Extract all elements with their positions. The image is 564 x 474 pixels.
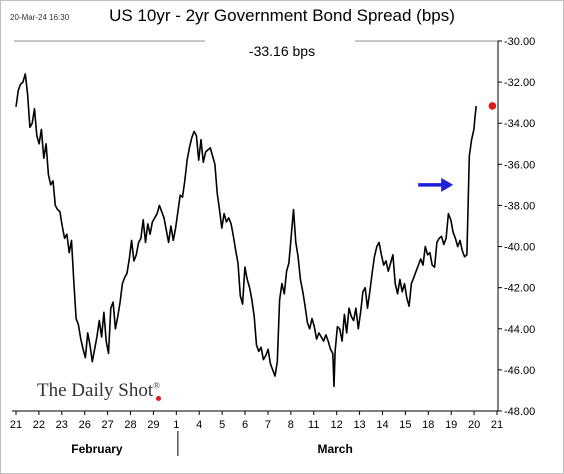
chart-title: US 10yr - 2yr Government Bond Spread (bp… [109,6,455,25]
x-tick-label: 11 [308,419,319,431]
y-tick-label: -34.00 [504,118,535,130]
y-tick-label: -36.00 [504,159,535,171]
x-tick-label: 26 [79,419,91,431]
x-tick-label: 7 [265,419,271,431]
logo-text: The Daily Shot [37,380,154,401]
x-tick-label: 8 [288,419,294,431]
y-tick-label: -48.00 [504,406,535,418]
x-tick-label: 19 [445,419,457,431]
y-tick-label: -38.00 [504,200,535,212]
x-tick-label: 15 [399,419,411,431]
y-tick-label: -30.00 [504,36,535,48]
x-tick-label: 1 [173,419,179,431]
month-label: February [71,442,123,456]
x-tick-label: 5 [219,419,225,431]
x-tick-label: 21 [491,419,503,431]
x-tick-label: 22 [33,419,45,431]
logo-mark: ® [153,380,160,391]
x-tick-label: 20 [468,419,480,431]
x-tick-label: 4 [196,419,202,431]
y-tick-label: -32.00 [504,77,535,89]
x-tick-label: 21 [10,419,22,431]
x-tick-label: 28 [124,419,136,431]
logo-dot [156,396,161,401]
annotations [418,102,497,192]
series-layer [15,73,477,388]
y-tick-label: -40.00 [504,242,535,254]
latest-value: -33.16 bps [248,43,316,59]
x-tick-label: 27 [101,419,113,431]
timestamp: 20-Mar-24 16:30 [10,13,70,22]
y-tick-label: -44.00 [504,324,535,336]
x-tick-label: 13 [353,419,365,431]
x-tick-label: 29 [147,419,159,431]
daily-shot-logo: The Daily Shot® [37,380,160,402]
spread-line [15,73,477,388]
month-label: March [317,442,352,456]
blue-arrow-head [441,177,454,192]
axes: -30.00 -32.00 -34.00 -36.00 -38.00 -40.00 -42.… [10,36,535,456]
x-tick-label: 12 [331,419,343,431]
x-tick-label: 23 [56,419,68,431]
last-value-marker [488,102,497,110]
y-tick-label: -46.00 [504,365,535,377]
y-tick-label: -42.00 [504,283,535,295]
x-tick-label: 6 [242,419,248,431]
x-tick-label: 18 [422,419,434,431]
x-tick-label: 14 [376,419,388,431]
